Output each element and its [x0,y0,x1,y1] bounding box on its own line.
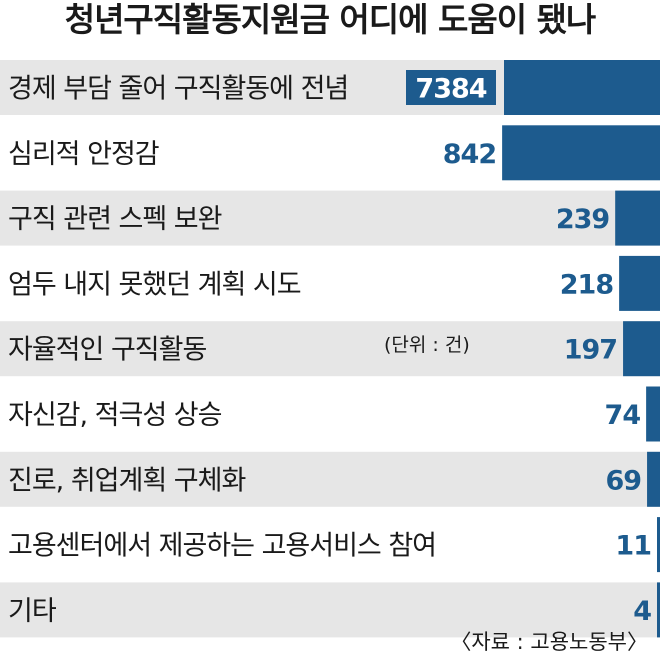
value-label-box [406,70,496,105]
row-background [0,451,660,507]
bar [502,125,660,181]
category-label: 진로, 취업계획 구체화 [8,465,245,496]
value-label: 74 [605,400,641,431]
value-label: 842 [443,139,496,170]
value-label: 69 [605,465,641,496]
bar [623,321,660,377]
category-label: 자신감, 적극성 상승 [8,400,222,431]
value-label: 11 [615,531,651,562]
category-label: 구직 관련 스펙 보완 [8,204,222,235]
category-label: 고용센터에서 제공하는 고용서비스 참여 [8,531,436,562]
bar [647,451,660,507]
chart-title: 청년구직활동지원금 어디에 도움이 됐나 [64,0,597,39]
row-background [0,321,660,377]
bar [619,255,660,311]
category-label: 심리적 안정감 [8,139,159,170]
category-label: 기타 [8,596,57,627]
bar [657,582,660,638]
row-background [0,190,660,246]
bar [657,517,660,573]
category-label: 경제 부담 줄어 구직활동에 전념 [8,74,348,105]
value-label: 197 [564,335,617,366]
value-label: 7384 [415,74,486,105]
value-label: 4 [633,596,651,627]
category-label: 엄두 내지 못했던 계획 시도 [8,269,301,300]
bar [504,60,660,115]
category-label: 자율적인 구직활동 [8,335,206,366]
row-background [0,582,660,638]
bar [646,386,660,442]
unit-label: (단위 : 건) [384,334,470,356]
value-label: 239 [556,204,610,235]
bar [615,190,660,246]
source-label: 〈자료 : 고용노동부〉 [450,630,648,654]
value-label: 218 [560,269,614,300]
